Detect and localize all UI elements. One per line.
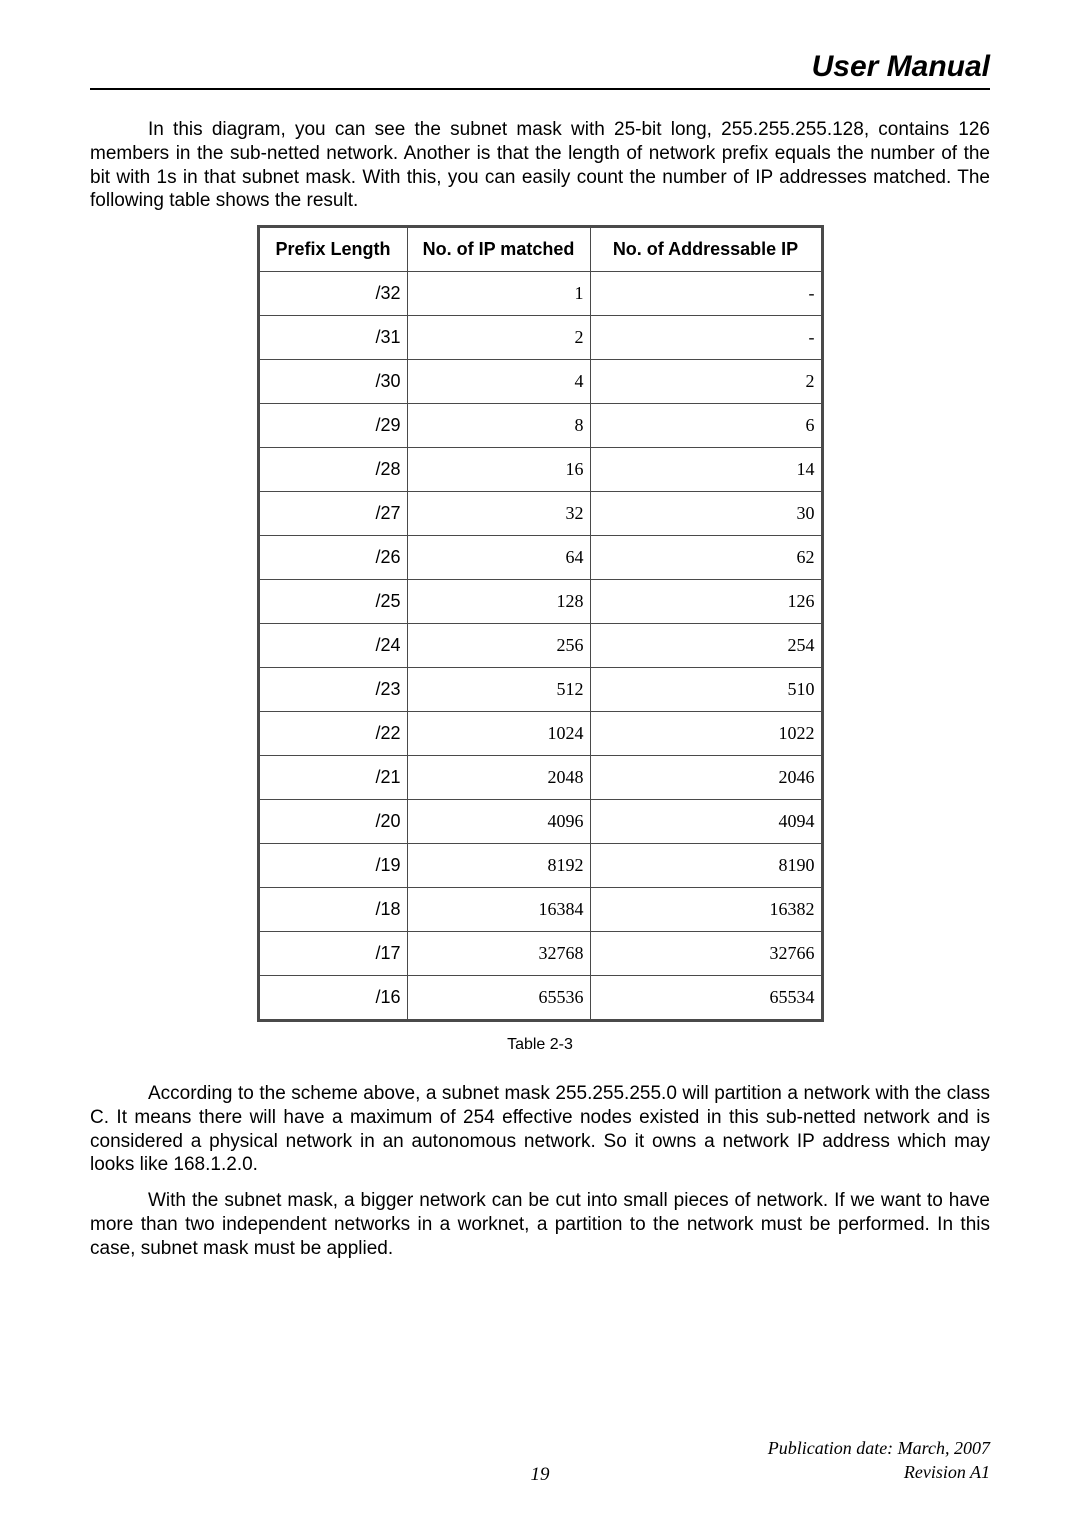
table-body: /321-/312-/3042/2986/281614/273230/26646… <box>258 272 822 1021</box>
table-row: /2120482046 <box>258 756 822 800</box>
table-row: /173276832766 <box>258 932 822 976</box>
cell-addressable: 30 <box>590 492 822 536</box>
header-addressable: No. of Addressable IP <box>590 227 822 272</box>
cell-matched: 32 <box>407 492 590 536</box>
cell-prefix: /21 <box>258 756 407 800</box>
cell-prefix: /17 <box>258 932 407 976</box>
cell-matched: 1 <box>407 272 590 316</box>
cell-addressable: 1022 <box>590 712 822 756</box>
cell-addressable: 2 <box>590 360 822 404</box>
cell-matched: 2048 <box>407 756 590 800</box>
table-row: /281614 <box>258 448 822 492</box>
cell-matched: 8192 <box>407 844 590 888</box>
cell-prefix: /27 <box>258 492 407 536</box>
cell-matched: 8 <box>407 404 590 448</box>
cell-matched: 4 <box>407 360 590 404</box>
cell-addressable: 14 <box>590 448 822 492</box>
cell-addressable: 6 <box>590 404 822 448</box>
cell-matched: 32768 <box>407 932 590 976</box>
cell-prefix: /30 <box>258 360 407 404</box>
cell-addressable: 62 <box>590 536 822 580</box>
footer-pubdate: Publication date: March, 2007 <box>768 1437 990 1460</box>
cell-matched: 1024 <box>407 712 590 756</box>
cell-matched: 64 <box>407 536 590 580</box>
cell-addressable: 126 <box>590 580 822 624</box>
cell-prefix: /16 <box>258 976 407 1021</box>
cell-prefix: /25 <box>258 580 407 624</box>
table-row: /24256254 <box>258 624 822 668</box>
paragraph-2: According to the scheme above, a subnet … <box>90 1082 990 1177</box>
subnet-table: Prefix Length No. of IP matched No. of A… <box>257 225 824 1022</box>
table-row: /2986 <box>258 404 822 448</box>
table-row: /23512510 <box>258 668 822 712</box>
cell-matched: 128 <box>407 580 590 624</box>
cell-prefix: /22 <box>258 712 407 756</box>
cell-matched: 512 <box>407 668 590 712</box>
cell-addressable: 65534 <box>590 976 822 1021</box>
page-number: 19 <box>0 1464 1080 1486</box>
cell-matched: 16384 <box>407 888 590 932</box>
table-header-row: Prefix Length No. of IP matched No. of A… <box>258 227 822 272</box>
cell-addressable: 32766 <box>590 932 822 976</box>
cell-prefix: /20 <box>258 800 407 844</box>
cell-matched: 4096 <box>407 800 590 844</box>
cell-addressable: 2046 <box>590 756 822 800</box>
cell-addressable: 8190 <box>590 844 822 888</box>
header-matched: No. of IP matched <box>407 227 590 272</box>
table-row: /181638416382 <box>258 888 822 932</box>
header-title: User Manual <box>90 50 990 84</box>
cell-addressable: - <box>590 316 822 360</box>
cell-prefix: /24 <box>258 624 407 668</box>
cell-matched: 256 <box>407 624 590 668</box>
cell-addressable: 254 <box>590 624 822 668</box>
cell-addressable: 16382 <box>590 888 822 932</box>
table-row: /273230 <box>258 492 822 536</box>
cell-addressable: 510 <box>590 668 822 712</box>
cell-prefix: /18 <box>258 888 407 932</box>
paragraph-1: In this diagram, you can see the subnet … <box>90 118 990 213</box>
cell-prefix: /19 <box>258 844 407 888</box>
cell-prefix: /32 <box>258 272 407 316</box>
cell-prefix: /28 <box>258 448 407 492</box>
table-row: /312- <box>258 316 822 360</box>
cell-matched: 16 <box>407 448 590 492</box>
table-row: /3042 <box>258 360 822 404</box>
table-row: /166553665534 <box>258 976 822 1021</box>
table-row: /25128126 <box>258 580 822 624</box>
table-caption: Table 2-3 <box>90 1036 990 1054</box>
cell-matched: 65536 <box>407 976 590 1021</box>
cell-matched: 2 <box>407 316 590 360</box>
cell-prefix: /26 <box>258 536 407 580</box>
table-row: /266462 <box>258 536 822 580</box>
table-row: /2040964094 <box>258 800 822 844</box>
cell-prefix: /29 <box>258 404 407 448</box>
cell-prefix: /23 <box>258 668 407 712</box>
cell-addressable: 4094 <box>590 800 822 844</box>
paragraph-3: With the subnet mask, a bigger network c… <box>90 1189 990 1260</box>
cell-addressable: - <box>590 272 822 316</box>
header-prefix: Prefix Length <box>258 227 407 272</box>
table-row: /1981928190 <box>258 844 822 888</box>
table-row: /321- <box>258 272 822 316</box>
header-divider <box>90 88 990 90</box>
table-container: Prefix Length No. of IP matched No. of A… <box>90 225 990 1022</box>
table-row: /2210241022 <box>258 712 822 756</box>
cell-prefix: /31 <box>258 316 407 360</box>
